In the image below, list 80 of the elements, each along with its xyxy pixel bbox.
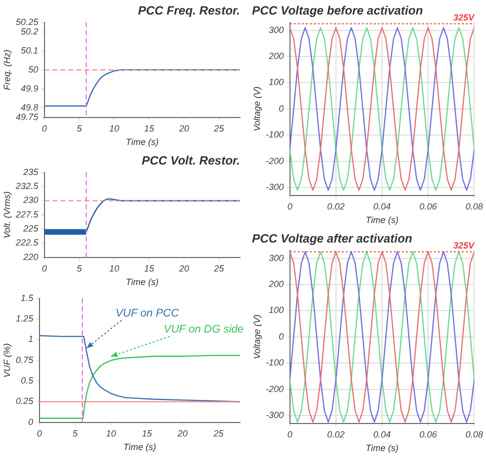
- y-tick-label: -300: [266, 410, 284, 420]
- y-tick-label: 200: [268, 50, 284, 61]
- y-axis-title: Voltage (V): [252, 86, 262, 132]
- x-tick-label: 0.08: [465, 429, 484, 440]
- chart-title: PCC Voltage before activation: [252, 4, 423, 18]
- y-tick-label: -100: [266, 358, 284, 368]
- x-tick-label: 0: [42, 263, 47, 274]
- y-axis-title: VUF (%): [2, 343, 12, 378]
- y-tick-label: 1.25: [16, 314, 34, 324]
- chart-title: PCC Volt. Restor.: [142, 154, 240, 168]
- x-tick-label: 0.06: [419, 429, 437, 440]
- y-tick-label: 235: [22, 166, 40, 177]
- y-tick-label: 50.1: [20, 45, 38, 56]
- ref-line-label: 325V: [453, 12, 476, 23]
- x-tick-label: 25: [213, 263, 226, 274]
- y-tick-label: 100: [268, 77, 284, 88]
- y-axis-title: Freq. (Hz): [2, 50, 12, 90]
- y-tick-label: 232.5: [14, 181, 40, 192]
- y-tick-label: 100: [268, 305, 284, 316]
- y-axis-title: Voltage (V): [252, 314, 262, 360]
- x-tick-label: 20: [178, 263, 190, 274]
- x-axis-title: Time (s): [123, 442, 156, 452]
- y-tick-label: 0.25: [16, 396, 34, 406]
- x-tick-label: 10: [106, 428, 116, 438]
- x-tick-label: 25: [212, 428, 224, 438]
- y-tick-label: 50: [28, 64, 38, 74]
- x-axis-title: Time (s): [366, 443, 398, 454]
- x-axis-title: Time (s): [126, 277, 159, 288]
- x-tick-label: 5: [72, 428, 79, 438]
- x-tick-label: 20: [178, 123, 190, 134]
- y-tick-label: 0.5: [20, 376, 34, 386]
- y-tick-label: 230: [22, 195, 38, 206]
- x-tick-label: 0.08: [465, 201, 484, 212]
- y-tick-label: 49.8: [20, 102, 38, 112]
- chart-title: PCC Voltage after activation: [252, 232, 412, 246]
- y-tick-label: 225: [22, 224, 40, 234]
- y-tick-label: 227.5: [14, 209, 40, 220]
- series-label: VUF on DG side: [164, 323, 244, 336]
- y-tick-label: 49.9: [20, 83, 38, 94]
- y-tick-label: 0: [278, 331, 284, 342]
- y-tick-label: 300: [268, 24, 284, 35]
- x-tick-label: 0: [287, 429, 292, 440]
- y-tick-label: 300: [268, 252, 284, 263]
- y-tick-label: 200: [268, 278, 284, 289]
- x-tick-label: 0.02: [327, 201, 345, 212]
- x-tick-label: 0.06: [419, 201, 437, 212]
- y-tick-label: 1.5: [20, 292, 34, 303]
- x-tick-label: 0.04: [373, 201, 391, 212]
- x-tick-label: 10: [109, 123, 120, 134]
- x-tick-label: 15: [144, 123, 156, 134]
- y-tick-label: 49.75: [16, 112, 40, 122]
- y-tick-label: 50.25: [16, 16, 40, 27]
- x-axis-title: Time (s): [366, 215, 398, 226]
- y-tick-label: 0: [28, 416, 34, 427]
- x-tick-label: 0: [42, 123, 47, 134]
- y-tick-label: 0: [278, 103, 284, 114]
- x-tick-label: 5: [76, 263, 83, 274]
- y-tick-label: 0.75: [16, 354, 34, 365]
- y-axis-title: Volt. (Vrms): [2, 191, 12, 238]
- y-tick-label: -200: [266, 384, 284, 394]
- x-tick-label: 20: [176, 428, 188, 438]
- y-tick-label: -100: [266, 130, 284, 140]
- x-tick-label: 25: [213, 123, 226, 134]
- y-tick-label: 222.5: [14, 238, 40, 248]
- y-tick-label: 220: [22, 252, 38, 262]
- x-axis-title: Time (s): [126, 137, 159, 148]
- y-tick-label: -200: [266, 156, 284, 166]
- x-tick-label: 5: [76, 123, 83, 134]
- chart-title: PCC Freq. Restor.: [138, 4, 240, 18]
- y-tick-label: 50.2: [20, 26, 38, 36]
- text: VUF on PCC: [116, 307, 180, 320]
- y-tick-label: -300: [266, 182, 284, 192]
- ref-line-label: 325V: [453, 240, 476, 251]
- x-tick-label: 0.04: [373, 429, 391, 440]
- x-tick-label: 15: [142, 428, 153, 438]
- y-tick-label: 1: [28, 334, 34, 344]
- x-tick-label: 15: [144, 263, 156, 274]
- x-tick-label: 10: [109, 263, 120, 274]
- x-tick-label: 0.02: [327, 429, 345, 440]
- x-tick-label: 0: [287, 201, 292, 212]
